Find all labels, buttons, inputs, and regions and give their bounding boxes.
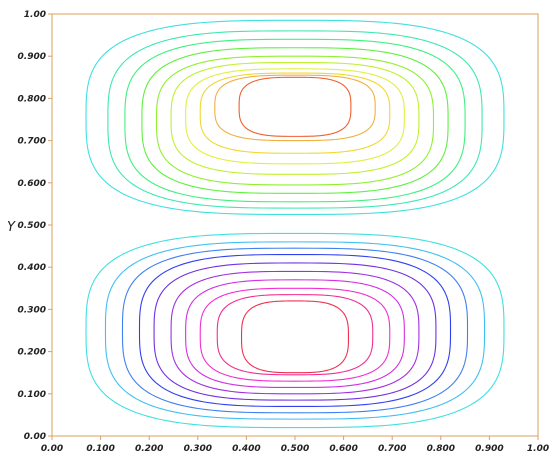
lower-contour-1 [85, 232, 505, 429]
axis-ticks [48, 13, 539, 440]
x-tick-label: 0.400 [232, 444, 260, 454]
x-tick-label: 0.700 [378, 444, 406, 454]
y-tick-label: 0.200 [18, 348, 46, 358]
x-tick-label: 0.900 [475, 444, 503, 454]
y-tick-label: 0.700 [18, 137, 46, 147]
lower-contour-4 [138, 253, 452, 408]
x-tick-label: 0.00 [41, 444, 63, 454]
x-tick-label: 0.500 [281, 444, 309, 454]
y-tick-label: 0.600 [18, 179, 46, 189]
y-tick-label: 0.500 [18, 221, 46, 231]
lower-contour-3 [121, 247, 469, 414]
upper-contour-10 [238, 76, 352, 137]
y-tick-label: 0.400 [18, 263, 46, 273]
upper-contour-5 [155, 55, 435, 186]
upper-contour-9 [214, 74, 376, 142]
lower-contour-5 [153, 262, 437, 401]
y-tick-label: 0.300 [18, 305, 46, 315]
y-tick-label: 0.00 [24, 432, 46, 442]
lower-contour-10 [240, 300, 350, 374]
upper-contour-8 [199, 72, 391, 154]
contour-lines [85, 19, 505, 429]
upper-contour-7 [185, 68, 405, 165]
y-tick-label: 0.800 [18, 94, 46, 104]
x-tick-label: 0.300 [184, 444, 212, 454]
upper-contour-4 [141, 47, 449, 194]
upper-contour-2 [107, 30, 483, 209]
y-tick-label: 0.900 [18, 52, 46, 62]
lower-contour-7 [185, 279, 405, 389]
x-tick-label: 0.800 [427, 444, 455, 454]
x-tick-label: 1.00 [527, 444, 549, 454]
y-tick-label: 0.100 [18, 390, 46, 400]
x-tick-label: 0.600 [329, 444, 357, 454]
tick-labels: 0.00 0.100 0.200 0.300 0.400 0.500 0.600 0.700 0… [18, 10, 550, 454]
x-tick-label: 0.200 [135, 444, 163, 454]
lower-contour-9 [216, 294, 374, 376]
upper-contour-1 [85, 19, 505, 216]
upper-contour-6 [170, 61, 420, 175]
lower-contour-2 [104, 241, 486, 420]
lower-contour-6 [170, 270, 420, 395]
y-tick-label: 1.00 [24, 10, 46, 20]
y-axis-label: Y [7, 220, 16, 235]
x-tick-label: 0.100 [86, 444, 114, 454]
lower-contour-8 [199, 287, 391, 382]
upper-contour-3 [124, 38, 466, 203]
